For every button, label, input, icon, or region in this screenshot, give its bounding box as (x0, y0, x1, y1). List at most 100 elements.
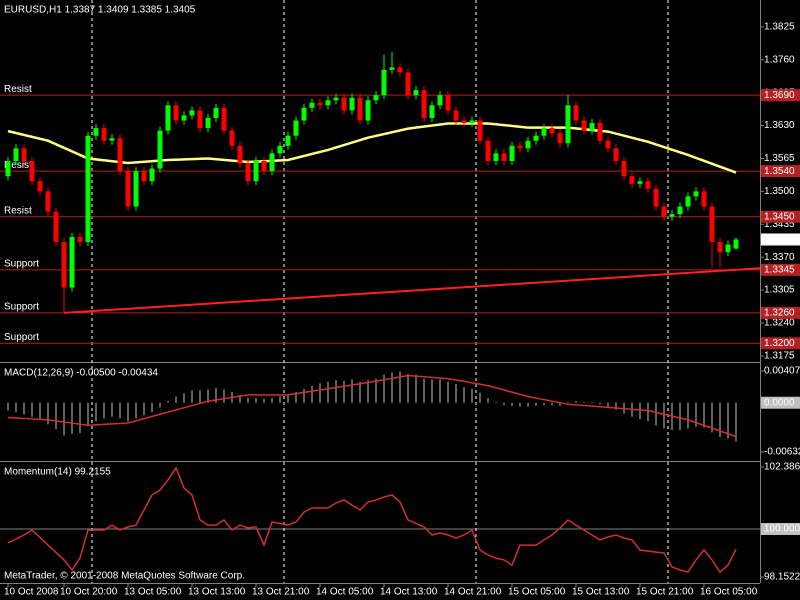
candle-body (21, 148, 27, 162)
candle-body (637, 181, 643, 184)
candle-body (261, 161, 267, 172)
candle-body (221, 107, 227, 131)
level-name: Resist (4, 160, 32, 171)
candle-body (133, 171, 139, 207)
candle-body (421, 90, 427, 118)
y-tick-label: 1.3435 (764, 219, 795, 230)
candle-body (61, 242, 67, 288)
reference-label: 100.0000 (764, 524, 800, 535)
candle-body (37, 181, 43, 192)
candle-body (621, 161, 627, 177)
y-tick-label: 1.3175 (764, 351, 795, 362)
y-tick-label: 1.3500 (764, 186, 795, 197)
candle-body (69, 236, 75, 288)
x-tick-label: 16 Oct 05:00 (700, 587, 758, 598)
candle-body (501, 153, 507, 162)
panel-title: MACD(12,26,9) -0.00500 -0.00434 (4, 368, 158, 379)
level-box (761, 337, 800, 350)
moving-average (7, 122, 737, 174)
candle-body (85, 135, 91, 243)
candle-body (245, 163, 251, 182)
x-tick-label: 10 Oct 2008 (4, 587, 59, 598)
trendline (63, 267, 761, 314)
candle-body (413, 90, 419, 96)
candle-body (13, 148, 19, 162)
y-tick-label: -0.00632 (764, 447, 800, 458)
candle-body (533, 135, 539, 141)
candle-body (565, 105, 571, 144)
candle-body (677, 206, 683, 215)
level-box (761, 263, 800, 276)
candle-body (669, 214, 675, 217)
candle-body (189, 110, 195, 116)
y-tick-label: 0.0000 (764, 397, 795, 408)
candle-body (5, 161, 11, 177)
candle-body (709, 206, 715, 243)
x-tick-label: 13 Oct 05:00 (124, 587, 182, 598)
x-tick-label: 13 Oct 13:00 (188, 587, 246, 598)
candle-body (405, 72, 411, 96)
candle-body (381, 69, 387, 96)
signal-line (7, 374, 737, 438)
x-tick-label: 14 Oct 05:00 (316, 587, 374, 598)
x-tick-label: 15 Oct 05:00 (508, 587, 566, 598)
candle-body (693, 191, 699, 197)
level-label: 1.3450 (764, 211, 795, 222)
y-tick-label: 1.3305 (764, 285, 795, 296)
candle-body (341, 97, 347, 111)
candle-body (653, 188, 659, 207)
x-tick-label: 10 Oct 20:00 (60, 587, 118, 598)
level-label: 1.3345 (764, 264, 795, 275)
candle-body (237, 145, 243, 164)
x-tick-label: 15 Oct 21:00 (636, 587, 694, 598)
candle-body (181, 115, 187, 121)
level-box (761, 89, 800, 102)
candle-body (573, 105, 579, 121)
candle-body (549, 128, 555, 134)
x-tick-label: 15 Oct 13:00 (572, 587, 630, 598)
candle-body (317, 102, 323, 106)
candle-body (357, 97, 363, 121)
candle-body (685, 196, 691, 207)
candle-body (29, 161, 35, 182)
candle-body (701, 191, 707, 207)
candle-body (541, 128, 547, 136)
candle-body (141, 171, 147, 182)
candle-body (429, 105, 435, 118)
y-tick-label: 1.3760 (764, 54, 795, 65)
candle-body (493, 153, 499, 162)
level-label: 1.3690 (764, 90, 795, 101)
x-tick-label: 14 Oct 13:00 (380, 587, 438, 598)
reference-box (761, 522, 800, 535)
candle-body (469, 120, 475, 124)
watermark: MetaTrader, © 2001-2008 MetaQuotes Softw… (4, 571, 245, 582)
level-label: 1.3260 (764, 308, 795, 319)
candle-body (613, 148, 619, 162)
level-name: Support (4, 332, 39, 343)
y-tick-label: 98.1522 (764, 572, 800, 583)
candle-body (77, 236, 83, 243)
candle-body (349, 97, 355, 111)
candle-body (269, 153, 275, 172)
candle-body (453, 110, 459, 121)
x-tick-label: 14 Oct 21:00 (444, 587, 502, 598)
candle-body (629, 176, 635, 184)
level-name: Resist (4, 84, 32, 95)
level-box (761, 210, 800, 223)
candle-body (157, 130, 163, 169)
x-tick-label: 13 Oct 21:00 (252, 587, 310, 598)
y-tick-label: 0.00407 (764, 366, 800, 377)
candle-body (45, 191, 51, 212)
candle-body (165, 105, 171, 131)
candle-body (109, 138, 115, 141)
candle-body (445, 95, 451, 111)
candle-body (197, 110, 203, 129)
price-box (761, 233, 800, 246)
candle-body (309, 102, 315, 108)
y-tick-box (761, 396, 800, 409)
candle-body (325, 100, 331, 106)
candle-body (301, 107, 307, 121)
